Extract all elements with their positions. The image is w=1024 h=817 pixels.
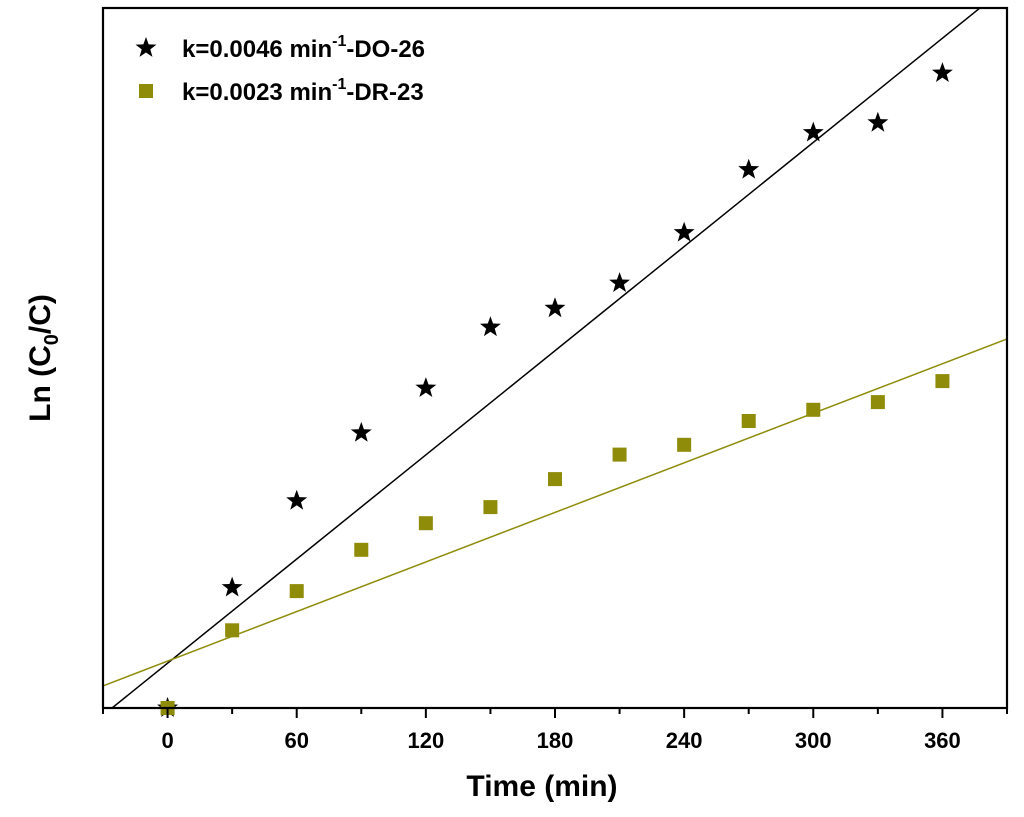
legend-square-marker	[139, 84, 153, 98]
y-axis-title-subscript: 0	[41, 334, 63, 345]
legend-label: k=0.0046 min-1-DO-26	[182, 33, 425, 63]
star-marker	[802, 121, 824, 142]
star-marker	[609, 272, 631, 292]
legend-label-suffix: -DO-26	[346, 36, 425, 63]
star-marker	[350, 421, 372, 442]
fit-line	[110, 8, 982, 708]
plot-frame	[101, 6, 1009, 710]
square-marker	[418, 516, 433, 531]
legend-label: k=0.0023 min-1-DR-23	[182, 76, 424, 106]
square-marker	[741, 414, 756, 428]
y-axis-title-tail: /C)	[24, 294, 57, 334]
fit-lines	[103, 8, 1007, 708]
legend-label-superscript: -1	[332, 33, 346, 50]
fit-line	[103, 338, 1007, 687]
x-axis-ticks: 0 60 120 180 240 300 360	[102, 708, 1008, 753]
star-marker	[544, 297, 566, 318]
square-marker	[225, 623, 240, 638]
star-marker	[673, 221, 695, 242]
legend-label-main: k=0.0023 min	[182, 79, 332, 106]
x-axis-title: Time (min)	[466, 770, 617, 803]
square-marker	[806, 402, 821, 417]
legend-label-suffix: -DR-23	[346, 79, 423, 106]
legend-star-marker	[135, 37, 157, 57]
star-marker	[931, 62, 953, 82]
x-tick-label: 360	[924, 728, 961, 753]
square-marker	[548, 472, 562, 487]
y-axis-title-main: Ln (C	[24, 345, 57, 422]
x-tick-label: 180	[537, 728, 574, 753]
square-marker	[354, 542, 369, 557]
star-marker	[479, 316, 501, 337]
x-tick-label: 120	[407, 728, 444, 753]
star-marker	[286, 489, 308, 510]
x-tick-label: 60	[284, 728, 308, 753]
star-marker	[221, 576, 243, 597]
x-tick-label: 240	[666, 728, 703, 753]
legend: k=0.0046 min-1-DO-26k=0.0023 min-1-DR-23	[135, 33, 425, 106]
data-markers	[157, 62, 953, 717]
legend-label-superscript: -1	[332, 76, 346, 93]
legend-label-main: k=0.0046 min	[182, 36, 332, 63]
star-marker	[867, 111, 889, 132]
square-marker	[483, 500, 498, 515]
square-marker	[870, 395, 885, 410]
star-marker	[415, 377, 437, 397]
square-marker	[289, 584, 304, 599]
x-tick-label: 300	[795, 728, 832, 753]
star-marker	[738, 158, 760, 179]
square-marker	[677, 437, 692, 452]
x-tick-label: 0	[161, 728, 173, 753]
y-axis-title: Ln (C0/C)	[24, 294, 63, 422]
square-marker	[612, 447, 627, 462]
square-marker	[935, 374, 950, 389]
